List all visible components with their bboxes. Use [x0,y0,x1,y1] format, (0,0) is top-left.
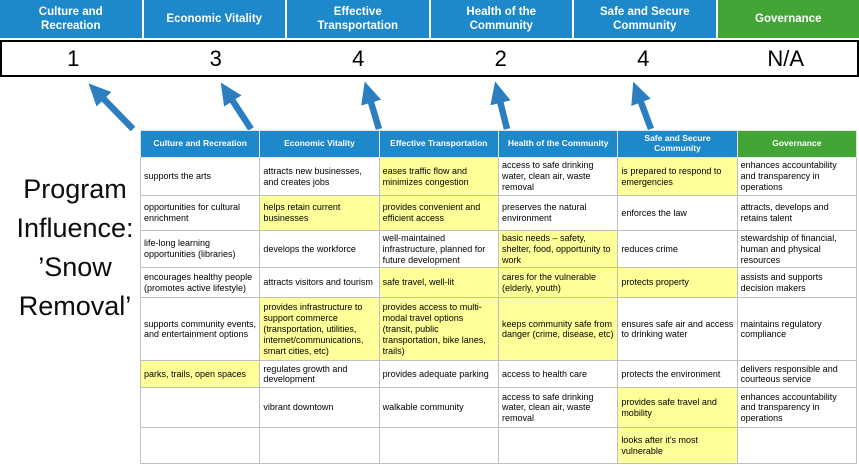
matrix-cell: attracts visitors and tourism [259,267,380,299]
matrix-col-header-health-of-the-community: Health of the Community [497,130,619,158]
influence-arrow-5 [631,81,655,131]
matrix-cell: enhances accountability and transparency… [736,387,858,429]
influence-arrow-1 [88,83,136,132]
program-title-line: Influence: [16,213,134,244]
matrix-cell-highlighted: keeps community safe from danger (crime,… [497,297,619,362]
matrix-cell: ensures safe air and access to drinking … [617,297,738,362]
score-health-of-the-community: 2 [494,45,507,71]
matrix-cell: supports community events, and entertain… [139,297,261,362]
pillar-header-effective-transportation: Effective Transportation [287,0,429,38]
program-title-line: Removal’ [18,291,132,322]
matrix-col-header-economic-vitality: Economic Vitality [259,130,380,158]
matrix-cell-highlighted: parks, trails, open spaces [139,360,261,389]
matrix-cell [139,387,261,429]
program-title-line: ’Snow [38,252,112,283]
matrix-cell-highlighted: provides access to multi-modal travel op… [378,297,499,362]
matrix-body: supports the arts attracts new businesses… [139,157,858,465]
matrix-cell: enhances accountability and transparency… [736,157,858,196]
matrix-cell [259,427,380,465]
matrix-cell-highlighted: helps retain current businesses [259,195,380,231]
matrix-cell: regulates growth and development [259,360,380,389]
matrix-cell-highlighted: basic needs – safety, shelter, food, opp… [497,229,619,269]
matrix-row: vibrant downtown walkable community access… [139,387,858,429]
matrix-cell [139,427,261,465]
matrix-cell: access to safe drinking water, clean air… [497,387,619,429]
matrix-cell: provides adequate parking [378,360,499,389]
influence-arrow-4 [490,81,511,130]
matrix-cell-highlighted: safe travel, well-lit [378,267,499,299]
matrix-cell: attracts new businesses, and creates job… [259,157,380,196]
program-title: Program Influence: ’Snow Removal’ [0,170,150,327]
score-effective-transportation: 4 [352,45,365,71]
matrix-cell: develops the workforce [259,229,380,269]
pillar-header-culture-and-recreation: Culture and Recreation [0,0,142,38]
matrix-row: supports the arts attracts new businesses… [139,157,858,196]
matrix-row: life-long learning opportunities (librar… [139,229,858,269]
score-safe-and-secure-community: 4 [637,45,650,71]
matrix-cell: supports the arts [139,157,261,196]
matrix-cell: access to health care [497,360,619,389]
matrix-cell-highlighted: is prepared to respond to emergencies [617,157,738,196]
matrix-cell [497,427,619,465]
pillar-header-economic-vitality: Economic Vitality [143,0,285,38]
pillar-header-governance: Governance [717,0,859,38]
influence-arrows [88,81,655,132]
matrix-cell: preserves the natural environment [497,195,619,231]
pillar-header-safe-and-secure-community: Safe and Secure Community [574,0,716,38]
matrix-row: parks, trails, open spaces regulates grow… [139,360,858,389]
matrix-row: encourages healthy people (promotes acti… [139,267,858,299]
influence-arrow-2 [220,82,254,131]
matrix-col-header-effective-transportation: Effective Transportation [378,130,499,158]
matrix-cell-highlighted: looks after it's most vulnerable [617,427,738,465]
score-culture-and-recreation: 1 [67,45,80,71]
matrix-header: Culture and Recreation Economic Vitality E… [139,130,858,158]
matrix-cell: reduces crime [617,229,738,269]
score-governance: N/A [767,45,805,71]
matrix-cell: stewardship of financial, human and phys… [736,229,858,269]
score-economic-vitality: 3 [209,45,222,71]
matrix-cell: encourages healthy people (promotes acti… [139,267,261,299]
matrix-cell: vibrant downtown [259,387,380,429]
matrix-cell-highlighted: eases traffic flow and minimizes congest… [378,157,499,196]
matrix-cell: opportunities for cultural enrichment [139,195,261,231]
matrix-row: looks after it's most vulnerable [139,427,858,465]
matrix-cell: attracts, develops and retains talent [736,195,858,231]
influence-matrix: Culture and Recreation Economic Vitality E… [139,130,858,465]
matrix-cell: well-maintained infrastructure, planned … [378,229,499,269]
matrix-col-header-governance: Governance [736,130,858,158]
matrix-cell [378,427,499,465]
pillar-header-health-of-the-community: Health of the Community [430,0,572,38]
matrix-col-header-safe-and-secure-community: Safe and Secure Community [617,130,738,158]
program-title-line: Program [23,174,127,204]
matrix-cell: life-long learning opportunities (librar… [139,229,261,269]
matrix-cell-highlighted: provides safe travel and mobility [617,387,738,429]
matrix-cell-highlighted: provides infrastructure to support comme… [259,297,380,362]
matrix-cell: access to safe drinking water, clean air… [497,157,619,196]
matrix-cell-highlighted: protects property [617,267,738,299]
matrix-cell-highlighted: provides convenient and efficient access [378,195,499,231]
matrix-row: supports community events, and entertain… [139,297,858,362]
score-band: 1 3 4 2 4 N/A [0,40,859,77]
influence-arrow-3 [361,81,383,130]
matrix-col-header-culture-and-recreation: Culture and Recreation [139,130,261,158]
pillar-summary-band: Culture and Recreation Economic Vitality E… [0,0,859,38]
matrix-cell: assists and supports decision makers [736,267,858,299]
matrix-cell: walkable community [378,387,499,429]
matrix-cell: protects the environment [617,360,738,389]
matrix-cell [736,427,858,465]
matrix-row: opportunities for cultural enrichment hel… [139,195,858,231]
matrix-cell: enforces the law [617,195,738,231]
matrix-cell: delivers responsible and courteous servi… [736,360,858,389]
matrix-cell: maintains regulatory compliance [736,297,858,362]
matrix-cell-highlighted: cares for the vulnerable (elderly, youth… [497,267,619,299]
